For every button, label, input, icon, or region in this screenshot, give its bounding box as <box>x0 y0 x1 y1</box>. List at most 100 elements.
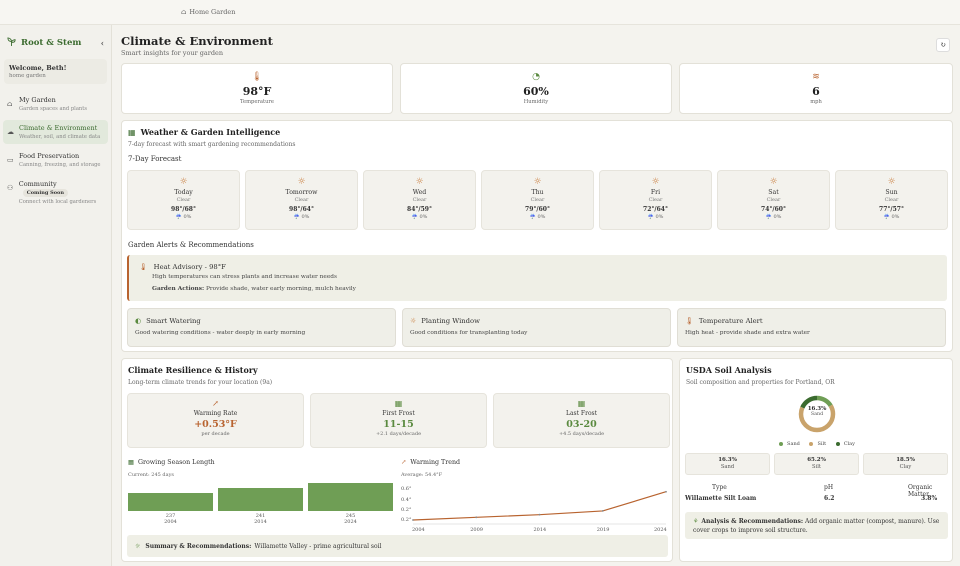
card-value: +0.53°F <box>194 419 237 430</box>
box-label: Silt <box>812 464 821 470</box>
warming-trend-chart: 0.6°0.4°0.2°0.2°2004 2009 2014 2019 2024 <box>401 486 667 533</box>
forecast-day: ☼ Sun Clear 77°/57° ☔ 0% <box>835 170 948 230</box>
day-name: Today <box>174 189 193 196</box>
wind-icon: ≋ <box>812 72 820 82</box>
first-frost-card: ▦ First Frost 11-15 +2.1 days/decade <box>310 393 487 448</box>
day-name: Sat <box>768 189 779 196</box>
sidebar-item-desc: Weather, soil, and climate data <box>19 134 101 140</box>
day-condition: Clear <box>766 197 781 203</box>
garden-name: home garden <box>9 73 46 79</box>
day-name: Thu <box>531 189 544 196</box>
day-name: Tomorrow <box>285 189 318 196</box>
sidebar-item-desc: Connect with local gardeners <box>18 199 97 205</box>
alert-desc: High temperatures can stress plants and … <box>152 274 337 280</box>
stat-value: 6 <box>812 85 820 98</box>
calendar-icon: ▦ <box>128 127 136 137</box>
people-icon: ⚇ <box>7 184 14 192</box>
rec-desc: Good watering conditions - water deeply … <box>135 330 306 336</box>
sidebar-item-community[interactable]: ⚇ CommunityComing Soon Connect with local… <box>3 176 108 209</box>
forecast-title: 7-Day Forecast <box>128 155 182 163</box>
analysis-text: Add organic matter (compost, manure). Us… <box>693 518 940 535</box>
thermometer-icon: 🌡︎ <box>251 72 263 82</box>
warming-point <box>538 513 541 516</box>
house-icon: ⌂ <box>7 100 13 108</box>
day-condition: Clear <box>412 197 427 203</box>
home-icon: ⌂ <box>181 8 187 16</box>
weather-title: ▦ Weather & Garden Intelligence <box>128 127 280 137</box>
season-bar <box>218 488 303 511</box>
day-name: Fri <box>650 189 661 196</box>
brand: Root & Stem ‹ <box>0 25 111 55</box>
warming-title: ↗ Warming Trend <box>401 459 460 466</box>
weather-subtitle: 7-day forecast with smart gardening reco… <box>128 141 296 148</box>
forecast-day: ☼ Fri Clear 72°/64° ☔ 0% <box>599 170 712 230</box>
stat-label: Humidity <box>523 99 549 105</box>
donut-slice-silt <box>798 395 836 433</box>
sun-icon: ☼ <box>410 317 417 325</box>
day-precip: ☔ 0% <box>529 214 546 220</box>
welcome-card: Welcome, Beth! home garden <box>4 59 107 84</box>
warming-xtick: 2014 <box>534 527 547 533</box>
soil-box-clay: 18.5% Clay <box>863 453 948 475</box>
day-temp: 98°/64° <box>289 206 314 213</box>
season-current: Current: 245 days <box>128 472 174 478</box>
warming-point <box>475 516 478 519</box>
breadcrumb-label[interactable]: Home Garden <box>189 8 236 16</box>
warming-xtick: 2004 <box>412 527 425 533</box>
cloud-icon: ☁ <box>7 128 14 136</box>
day-precip: ☔ 0% <box>175 214 192 220</box>
sidebar-item-my-garden[interactable]: ⌂ My Garden Garden spaces and plants <box>3 92 108 116</box>
trend-up-icon: ↗ <box>212 399 219 408</box>
collapse-chevron-icon[interactable]: ‹ <box>100 38 104 48</box>
warming-rate-card: ↗ Warming Rate +0.53°F per decade <box>127 393 304 448</box>
card-label: Last Frost <box>565 410 598 417</box>
sidebar-item-food-preservation[interactable]: ▭ Food Preservation Canning, freezing, an… <box>3 148 108 172</box>
alert-title-text: Heat Advisory - 98°F <box>153 263 226 271</box>
day-temp: 98°/68° <box>171 206 196 213</box>
trend-up-icon: ↗ <box>401 459 407 466</box>
season-bar <box>308 483 393 511</box>
type-value: Willamette Silt Loam <box>685 495 757 502</box>
brand-name: Root & Stem <box>21 38 82 48</box>
sidebar-item-climate[interactable]: ☁ Climate & Environment Weather, soil, an… <box>3 120 108 144</box>
weather-card: ▦ Weather & Garden Intelligence 7-day for… <box>121 120 953 352</box>
season-bar-value: 245 <box>345 513 356 519</box>
jar-icon: ▭ <box>7 156 14 164</box>
box-label: Sand <box>720 464 735 470</box>
day-condition: Clear <box>530 197 545 203</box>
day-precip: ☔ 0% <box>293 214 310 220</box>
warming-ytick: 0.2° <box>401 507 412 513</box>
humidity-icon: ◔ <box>532 72 540 82</box>
card-desc: +4.5 days/decade <box>558 431 605 437</box>
legend-label: Clay <box>843 441 855 447</box>
summary-text: Willamette Valley - prime agricultural s… <box>254 542 382 550</box>
donut-value: 16.3% <box>807 406 827 412</box>
rec-title: Smart Watering <box>146 317 201 325</box>
day-precip: ☔ 0% <box>765 214 782 220</box>
sidebar-item-label: Food Preservation <box>19 152 80 160</box>
sidebar-item-desc: Garden spaces and plants <box>19 106 88 112</box>
rec-planting-window: ☼ Planting Window Good conditions for tran… <box>402 308 671 347</box>
soil-card: USDA Soil Analysis Soil composition and … <box>679 358 953 562</box>
warming-xtick: 2019 <box>597 527 610 533</box>
day-condition: Clear <box>884 197 899 203</box>
season-bar <box>128 492 213 511</box>
soil-donut-chart <box>798 395 836 433</box>
sun-icon: ☼ <box>135 542 141 550</box>
donut-label: Sand <box>810 412 824 417</box>
day-temp: 79°/60° <box>525 206 550 213</box>
rec-desc: High heat - provide shade and extra wate… <box>685 330 810 336</box>
climate-title: Climate Resilience & History <box>128 365 258 375</box>
sidebar: Root & Stem ‹ Welcome, Beth! home garden… <box>0 25 112 566</box>
warming-ytick: 0.4° <box>401 497 412 503</box>
summary-label: Summary & Recommendations: <box>145 542 252 550</box>
box-value: 65.2% <box>807 457 826 463</box>
rec-title: Planting Window <box>421 317 480 325</box>
actions-label: Garden Actions: <box>152 286 205 292</box>
season-title: ▦ Growing Season Length <box>128 459 215 466</box>
sprout-icon <box>7 37 16 49</box>
leaf-icon: ⚘ <box>693 518 699 525</box>
donut-slice-clay <box>798 395 836 433</box>
refresh-button[interactable]: ↻ <box>936 38 950 52</box>
rec-temperature-alert: 🌡︎ Temperature Alert High heat - provide s… <box>677 308 946 347</box>
